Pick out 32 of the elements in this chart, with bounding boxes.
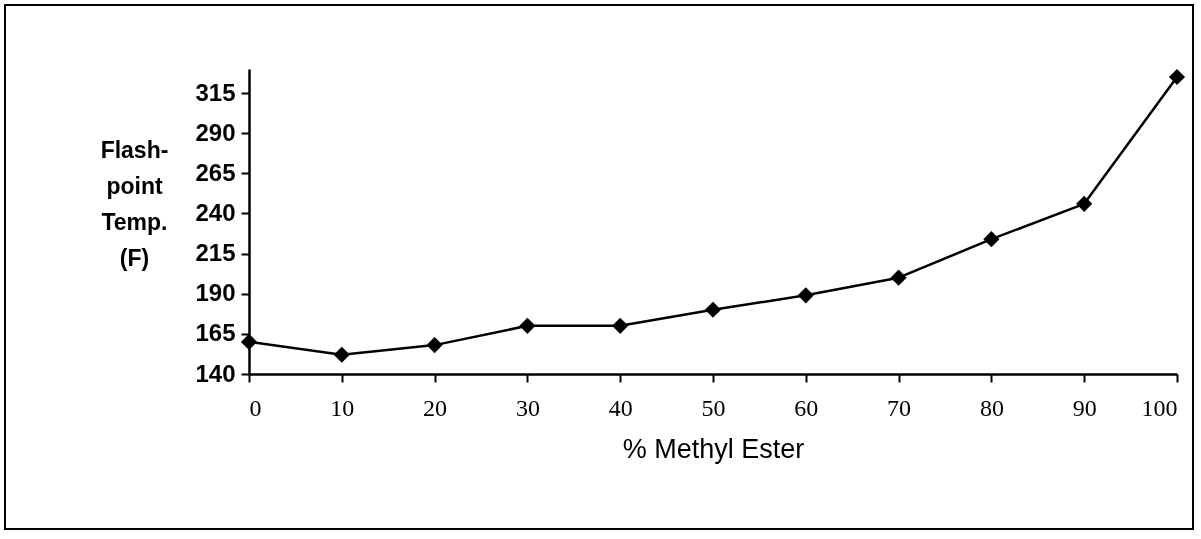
x-axis-title: % Methyl Ester	[622, 433, 805, 464]
y-tick-label: 315	[195, 78, 236, 106]
point	[890, 269, 907, 286]
point	[240, 333, 258, 350]
x-tick-label: 40	[608, 394, 633, 421]
point	[426, 337, 443, 354]
point	[1168, 68, 1186, 86]
point	[983, 231, 1000, 248]
x-tick-label: 70	[887, 394, 912, 421]
x-tick-label: 80	[979, 394, 1004, 421]
x-tick-label: 0	[249, 394, 262, 421]
x-tick-label: 50	[701, 394, 726, 421]
x-tick-label: 100	[1141, 394, 1178, 421]
y-tick-label: 140	[195, 359, 236, 387]
y-tick-label: 190	[195, 279, 236, 307]
y-tick-label: 165	[195, 319, 236, 347]
point	[797, 287, 814, 304]
x-tick-label: 10	[330, 394, 355, 421]
point	[519, 317, 536, 334]
y-axis-title: Flash-point Temp. (F)	[100, 136, 169, 271]
point	[1076, 195, 1093, 212]
point	[333, 346, 350, 363]
point	[704, 301, 722, 318]
x-tick-label: 60	[794, 394, 819, 421]
y-tick-label: 240	[195, 198, 236, 226]
y-tick-label: 290	[195, 118, 236, 146]
x-tick-label: 90	[1072, 394, 1097, 421]
y-tick-label: 215	[195, 239, 236, 267]
x-tick-label: 30	[515, 394, 540, 421]
point	[612, 317, 629, 334]
x-tick-label: 20	[423, 394, 448, 421]
y-tick-label: 265	[195, 158, 236, 186]
